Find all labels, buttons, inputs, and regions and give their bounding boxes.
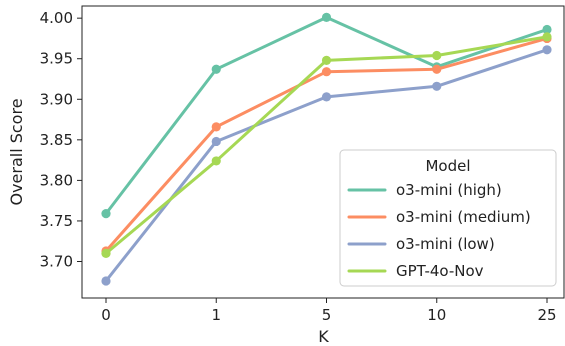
x-axis: 0 1 5 10 25: [101, 298, 557, 324]
plot-area: [81, 5, 565, 299]
data-point: [432, 50, 442, 61]
y-axis-label: Overall Score: [7, 98, 26, 205]
legend-item: o3-mini (medium): [347, 208, 531, 226]
data-point: [101, 248, 111, 258]
y-tick-label: 3.80: [40, 171, 73, 189]
y-tick-label: 3.75: [40, 212, 73, 230]
legend-item: o3-mini (high): [347, 181, 502, 199]
x-tick-label: 5: [322, 306, 332, 324]
x-tick-label: 1: [211, 306, 221, 324]
x-tick-label: 10: [427, 306, 446, 324]
data-point: [321, 12, 332, 22]
data-point: [432, 64, 442, 74]
data-point: [321, 67, 332, 77]
data-point: [101, 209, 111, 219]
legend-item: o3-mini (low): [347, 235, 495, 253]
legend: Model o3-mini (high)o3-mini (medium)o3-m…: [339, 149, 557, 287]
legend-label: GPT-4o-Nov: [396, 262, 484, 280]
series-layer: [101, 12, 552, 286]
series-2: [101, 45, 552, 286]
legend-label: o3-mini (medium): [396, 208, 531, 226]
y-axis: 3.70 3.75 3.80 3.85 3.90 3.95 4.00: [40, 9, 82, 271]
y-tick-label: 3.70: [40, 253, 73, 271]
legend-label: o3-mini (low): [396, 235, 495, 253]
legend-items: o3-mini (high) o3-mini (medium) o3-mini (l…: [347, 181, 531, 280]
legend-title: Model: [425, 157, 470, 175]
y-tick-label: 3.90: [40, 90, 73, 108]
y-tick-label: 3.95: [40, 50, 73, 68]
x-tick-label: 0: [101, 306, 111, 324]
y-tick-label: 4.00: [40, 9, 73, 27]
y-tick-label: 3.85: [40, 131, 73, 149]
series-0: [101, 12, 552, 219]
legend-item: GPT-4o-Nov: [347, 262, 484, 280]
legend-box: [339, 149, 557, 287]
x-axis-label: K: [318, 327, 329, 346]
plot-frame: [81, 5, 565, 299]
data-point: [321, 92, 332, 102]
x-tick-label: 25: [537, 306, 556, 324]
data-point: [542, 32, 552, 42]
data-point: [211, 136, 221, 147]
data-point: [432, 81, 442, 91]
data-point: [321, 55, 332, 65]
data-point: [211, 64, 221, 74]
data-point: [211, 122, 221, 132]
data-point: [211, 156, 221, 166]
data-point: [542, 24, 552, 35]
series-3: [101, 32, 552, 258]
data-point: [542, 45, 552, 55]
data-point: [101, 276, 111, 286]
legend-label: o3-mini (high): [396, 181, 502, 199]
